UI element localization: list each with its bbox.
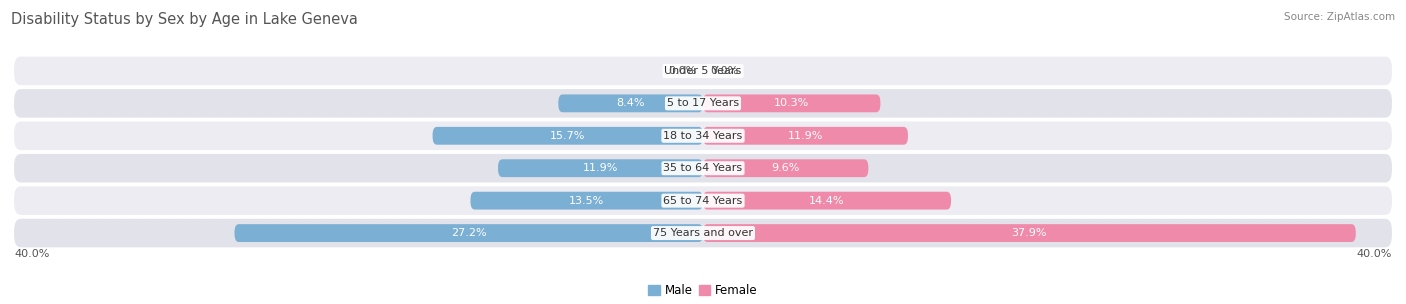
Text: 0.0%: 0.0% [668, 66, 696, 76]
Text: 27.2%: 27.2% [451, 228, 486, 238]
FancyBboxPatch shape [471, 192, 703, 209]
Text: 40.0%: 40.0% [14, 249, 49, 259]
FancyBboxPatch shape [558, 95, 703, 112]
Text: Source: ZipAtlas.com: Source: ZipAtlas.com [1284, 12, 1395, 22]
Text: 8.4%: 8.4% [616, 98, 645, 108]
FancyBboxPatch shape [235, 224, 703, 242]
Text: 10.3%: 10.3% [775, 98, 810, 108]
Text: 5 to 17 Years: 5 to 17 Years [666, 98, 740, 108]
Text: 0.0%: 0.0% [710, 66, 738, 76]
Text: 37.9%: 37.9% [1012, 228, 1047, 238]
Text: 65 to 74 Years: 65 to 74 Years [664, 196, 742, 206]
FancyBboxPatch shape [703, 127, 908, 145]
FancyBboxPatch shape [703, 224, 1355, 242]
Text: 11.9%: 11.9% [787, 131, 823, 141]
FancyBboxPatch shape [14, 57, 1392, 85]
Text: 15.7%: 15.7% [550, 131, 585, 141]
Text: Under 5 Years: Under 5 Years [665, 66, 741, 76]
Text: 35 to 64 Years: 35 to 64 Years [664, 163, 742, 173]
Legend: Male, Female: Male, Female [644, 279, 762, 302]
Text: 9.6%: 9.6% [772, 163, 800, 173]
Text: 40.0%: 40.0% [1357, 249, 1392, 259]
FancyBboxPatch shape [498, 159, 703, 177]
Text: 18 to 34 Years: 18 to 34 Years [664, 131, 742, 141]
FancyBboxPatch shape [14, 122, 1392, 150]
FancyBboxPatch shape [14, 219, 1392, 247]
FancyBboxPatch shape [14, 186, 1392, 215]
FancyBboxPatch shape [14, 89, 1392, 118]
FancyBboxPatch shape [703, 192, 950, 209]
Text: 75 Years and over: 75 Years and over [652, 228, 754, 238]
Text: 14.4%: 14.4% [810, 196, 845, 206]
FancyBboxPatch shape [703, 159, 869, 177]
Text: 11.9%: 11.9% [583, 163, 619, 173]
Text: 13.5%: 13.5% [569, 196, 605, 206]
FancyBboxPatch shape [703, 95, 880, 112]
FancyBboxPatch shape [433, 127, 703, 145]
FancyBboxPatch shape [14, 154, 1392, 182]
Text: Disability Status by Sex by Age in Lake Geneva: Disability Status by Sex by Age in Lake … [11, 12, 359, 27]
